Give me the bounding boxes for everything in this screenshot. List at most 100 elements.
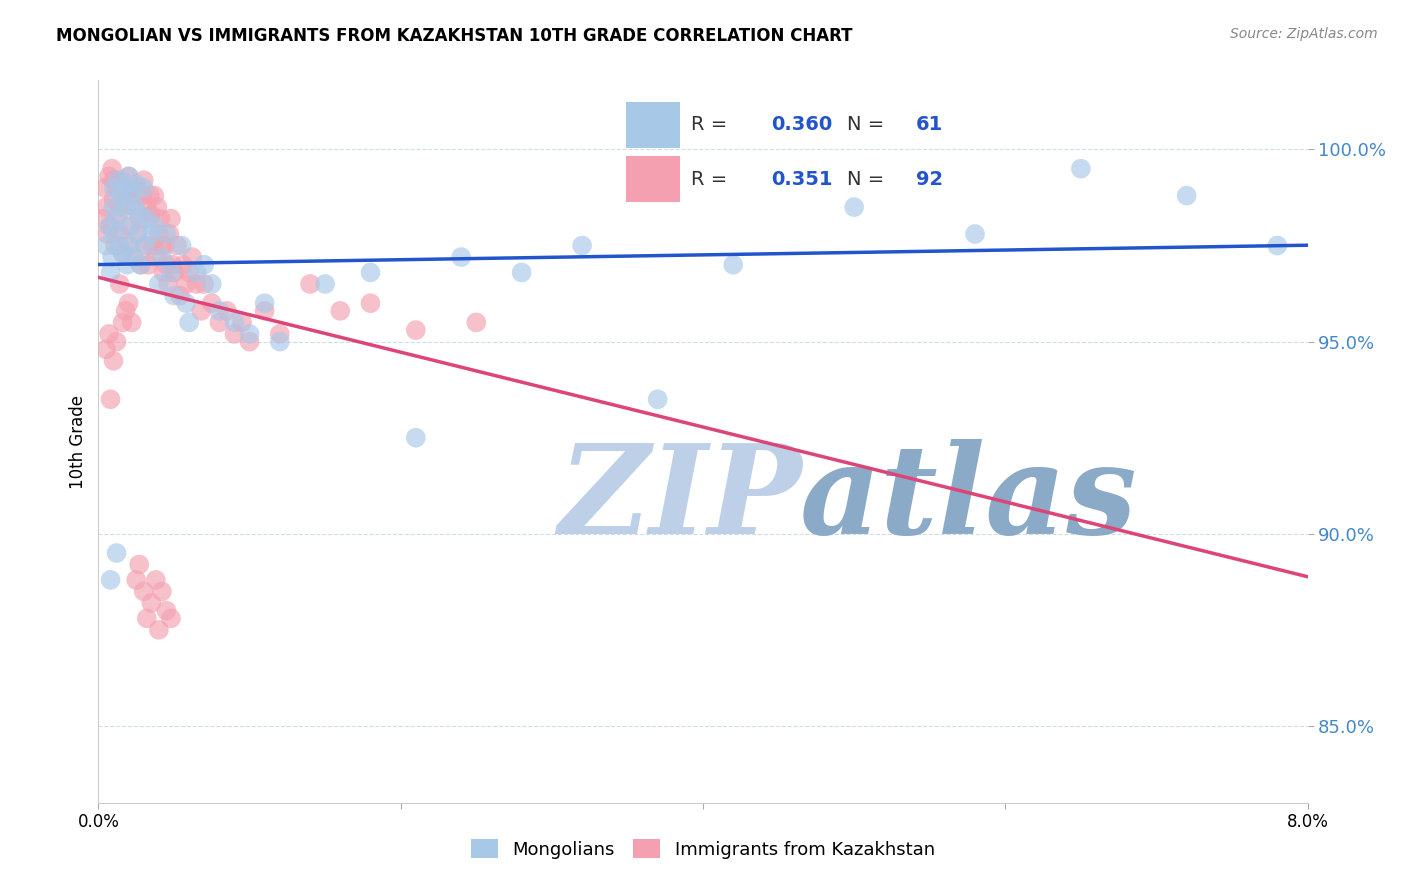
Point [128,211,150,226]
Point [155,258,177,272]
Point [122,250,145,264]
Point [208,315,231,329]
Point [181,250,204,264]
Point [150,238,173,252]
Point [152,265,174,279]
Point [299,277,322,291]
Point [118,296,141,310]
Point [94,343,117,357]
Point [118,169,141,184]
Point [100,573,122,587]
Point [114,188,136,202]
Point [118,219,141,234]
Point [149,211,172,226]
Point [160,265,183,279]
Point [128,208,150,222]
Point [103,181,125,195]
Point [150,250,173,264]
Point [253,304,276,318]
Point [100,392,122,407]
Point [94,238,117,252]
Point [142,238,165,252]
Point [112,181,135,195]
Point [208,304,231,318]
Text: ZIP: ZIP [558,439,801,560]
Point [174,296,197,310]
Point [114,304,136,318]
Point [201,296,224,310]
Point [186,277,208,291]
Point [647,392,669,407]
Point [127,227,149,241]
Point [450,250,472,264]
Point [94,200,117,214]
Point [329,304,352,318]
Point [160,611,183,625]
Point [101,161,124,176]
Point [148,277,170,291]
Point [163,265,186,279]
Point [239,334,262,349]
Point [91,211,114,226]
Point [169,288,191,302]
Point [124,200,146,214]
Point [360,265,382,279]
Point [128,558,150,572]
Point [93,181,115,195]
Point [103,173,125,187]
Point [111,246,134,260]
Point [101,250,124,264]
Point [111,246,134,260]
Point [110,188,132,202]
Point [134,238,156,252]
Point [118,169,141,184]
Point [190,304,212,318]
Point [139,188,162,202]
Point [162,258,184,272]
Point [111,315,134,329]
Point [104,227,127,241]
Point [112,181,135,195]
Point [108,227,131,241]
Legend: Mongolians, Immigrants from Kazakhstan: Mongolians, Immigrants from Kazakhstan [471,839,935,859]
Point [360,296,382,310]
Point [172,258,194,272]
Point [269,326,291,341]
Point [844,200,866,214]
Point [134,238,156,252]
Point [104,238,127,252]
Point [98,326,121,341]
Text: Source: ZipAtlas.com: Source: ZipAtlas.com [1230,27,1378,41]
Point [108,238,131,252]
Point [239,326,262,341]
Y-axis label: 10th Grade: 10th Grade [69,394,87,489]
Point [98,219,121,234]
Point [127,227,149,241]
Point [174,277,197,291]
Point [405,323,427,337]
Point [135,211,157,226]
Point [163,288,186,302]
Point [405,431,427,445]
Point [510,265,533,279]
Point [170,238,193,252]
Point [155,227,177,241]
Point [105,334,128,349]
Point [129,258,152,272]
Point [110,200,132,214]
Point [148,227,170,241]
Point [132,173,155,187]
Point [115,238,138,252]
Point [143,188,166,202]
Point [148,623,170,637]
Point [103,193,125,207]
Point [121,315,143,329]
Point [122,250,145,264]
Point [120,219,142,234]
Point [155,604,177,618]
Point [141,208,163,222]
Point [179,315,201,329]
Point [965,227,987,241]
Point [269,334,291,349]
Point [129,258,152,272]
